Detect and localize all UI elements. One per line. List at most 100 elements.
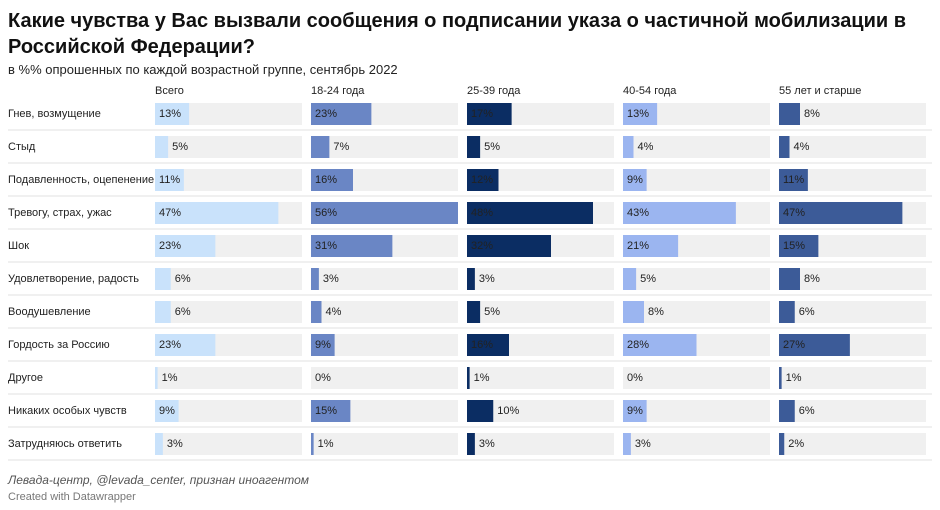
- value-label: 32%: [471, 240, 493, 252]
- value-label: 4%: [794, 141, 810, 153]
- value-label: 17%: [471, 108, 493, 120]
- column-header: 18-24 года: [311, 85, 365, 97]
- value-label: 23%: [315, 108, 337, 120]
- bar: [311, 202, 458, 224]
- bar-background: [467, 301, 614, 323]
- value-label: 9%: [627, 174, 643, 186]
- chart-title: Какие чувства у Вас вызвали сообщения о …: [8, 10, 907, 58]
- value-label: 3%: [479, 438, 495, 450]
- bar-background: [623, 367, 770, 389]
- bar-background: [779, 136, 926, 158]
- value-label: 11%: [159, 174, 180, 186]
- value-label: 5%: [172, 141, 188, 153]
- bar-background: [155, 433, 302, 455]
- value-label: 47%: [783, 207, 805, 219]
- value-label: 12%: [471, 174, 493, 186]
- bar-background: [779, 301, 926, 323]
- bar: [467, 334, 509, 356]
- bar-background: [467, 136, 614, 158]
- bar: [623, 301, 644, 323]
- row-label: Тревогу, страх, ужас: [8, 207, 112, 219]
- value-label: 15%: [315, 405, 337, 417]
- value-label: 1%: [786, 372, 802, 384]
- bar: [623, 268, 637, 290]
- value-label: 6%: [799, 405, 815, 417]
- bar: [779, 367, 782, 389]
- bar: [155, 235, 216, 257]
- bar: [155, 400, 179, 422]
- credit: Created with Datawrapper: [8, 491, 136, 503]
- bar: [779, 334, 850, 356]
- value-label: 47%: [159, 207, 181, 219]
- bar: [467, 367, 470, 389]
- value-label: 0%: [315, 372, 331, 384]
- bar: [779, 136, 790, 158]
- value-label: 23%: [159, 339, 181, 351]
- value-label: 6%: [175, 273, 191, 285]
- value-label: 1%: [474, 372, 490, 384]
- bar-background: [311, 268, 458, 290]
- bar-background: [155, 400, 302, 422]
- value-label: 4%: [638, 141, 654, 153]
- value-label: 21%: [627, 240, 649, 252]
- value-label: 28%: [627, 339, 649, 351]
- bar: [623, 103, 658, 125]
- bar-background: [623, 136, 770, 158]
- bar: [311, 235, 393, 257]
- bar: [779, 169, 808, 191]
- bar-background: [623, 268, 770, 290]
- row-label: Затрудняюсь ответить: [8, 438, 122, 450]
- bar: [311, 334, 335, 356]
- bar-background: [779, 169, 926, 191]
- bar: [155, 103, 190, 125]
- bar: [623, 400, 647, 422]
- bar-background: [155, 301, 302, 323]
- row-label: Стыд: [8, 141, 36, 153]
- bar: [467, 268, 475, 290]
- value-label: 31%: [315, 240, 337, 252]
- bar: [779, 202, 903, 224]
- bar-background: [467, 400, 614, 422]
- bar: [779, 268, 800, 290]
- bar: [623, 334, 697, 356]
- value-label: 13%: [159, 108, 181, 120]
- chart-subtitle: в %% опрошенных по каждой возрастной гру…: [8, 62, 398, 77]
- bar-background: [467, 268, 614, 290]
- bar: [311, 103, 372, 125]
- chart: Гнев, возмущение Стыд Подавленность, оцепе…: [8, 85, 932, 461]
- value-label: 7%: [333, 141, 349, 153]
- bar: [311, 433, 314, 455]
- value-label: 8%: [648, 306, 664, 318]
- value-label: 5%: [484, 141, 500, 153]
- bar: [467, 301, 481, 323]
- value-label: 3%: [323, 273, 339, 285]
- value-label: 16%: [471, 339, 493, 351]
- bar: [779, 433, 785, 455]
- bar: [155, 268, 171, 290]
- bar: [779, 301, 795, 323]
- value-label: 11%: [783, 174, 804, 186]
- value-label: 3%: [167, 438, 183, 450]
- value-label: 5%: [640, 273, 656, 285]
- source: Левада-центр, @levada_center, признан ин…: [8, 473, 309, 487]
- bar-background: [623, 103, 770, 125]
- bar: [467, 235, 551, 257]
- value-label: 43%: [627, 207, 649, 219]
- bar-background: [311, 433, 458, 455]
- column-header: Всего: [155, 85, 184, 97]
- row-label: Гордость за Россию: [8, 339, 110, 351]
- bar-background: [779, 400, 926, 422]
- value-label: 5%: [484, 306, 500, 318]
- bar: [155, 334, 216, 356]
- bar-background: [779, 433, 926, 455]
- bar: [311, 268, 319, 290]
- value-label: 10%: [497, 405, 519, 417]
- bar: [155, 367, 158, 389]
- bar-background: [623, 433, 770, 455]
- value-label: 0%: [627, 372, 643, 384]
- bar: [467, 202, 593, 224]
- value-label: 8%: [804, 273, 820, 285]
- bar-background: [623, 169, 770, 191]
- row-label: Другое: [8, 372, 43, 384]
